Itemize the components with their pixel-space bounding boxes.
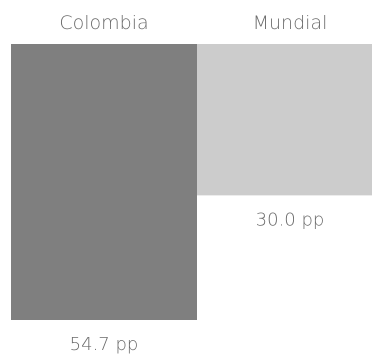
category-label-colombia: Colombia [59, 12, 148, 34]
value-label-colombia: 54.7 pp [70, 334, 139, 355]
category-label-mundial: Mundial [253, 12, 328, 34]
value-label-mundial: 30.0 pp [256, 209, 325, 230]
bar-mundial [197, 44, 372, 196]
labels-group: Colombia 54.7 pp Mundial 30.0 pp [59, 12, 327, 355]
bar-colombia [11, 44, 197, 320]
bars-group [11, 44, 372, 320]
